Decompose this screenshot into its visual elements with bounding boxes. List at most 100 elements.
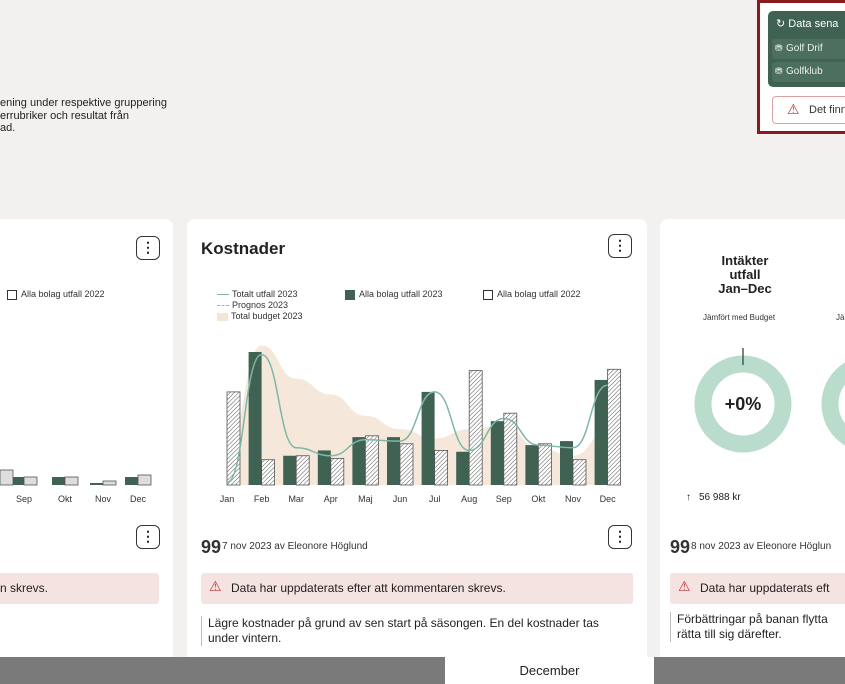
x-label: Dec <box>129 494 147 504</box>
kpi-percent: +0% <box>724 394 762 414</box>
x-label: Jul <box>428 494 441 504</box>
comment-alert: ⚠ Data har uppdaterats efter att kommenta… <box>201 573 633 604</box>
bar-2023 <box>525 445 539 485</box>
x-label: Aug <box>461 494 478 504</box>
bar-2023 <box>490 421 504 485</box>
total-line <box>226 353 608 484</box>
checkbox-icon <box>7 289 17 300</box>
bar-2023 <box>248 352 262 485</box>
x-label: Feb <box>253 494 270 504</box>
x-label: Apr <box>323 494 338 504</box>
status-warning[interactable]: ⚠ Det finn <box>772 96 845 124</box>
comment-menu-button[interactable]: ⋮ <box>136 525 160 549</box>
bar-2023 <box>456 451 470 485</box>
bar-2022 <box>102 480 117 486</box>
x-label: Sep <box>15 494 33 504</box>
left-chart-card: ⋮ Alla bolag utfall 2022 Sep Okt Nov Dec… <box>0 219 173 669</box>
x-label: Sep <box>495 494 512 504</box>
kpi-subtitle: Jämfört med Budget <box>703 313 776 322</box>
legend-total-utfall[interactable]: Totalt utfall 2023 <box>217 289 303 300</box>
data-status-title[interactable]: ↻ Data sena <box>776 18 839 30</box>
left-chart <box>0 469 152 486</box>
card-menu-button[interactable]: ⋮ <box>608 234 632 258</box>
bar-2022 <box>23 476 38 486</box>
data-status-panel: ↻ Data sena ⛃ Golf Drif ⛃ Golfklub ⚠ Det fi… <box>757 0 845 134</box>
bar-2023 <box>594 379 608 485</box>
bar-2022 <box>572 459 587 486</box>
refresh-icon: ↻ <box>776 18 786 30</box>
area-swatch <box>217 312 228 321</box>
kpi-amount: ↑ 56 988 kr <box>686 492 741 503</box>
checkbox-icon <box>483 289 493 300</box>
bar-2022 <box>330 457 345 486</box>
bar-2023 <box>317 450 331 485</box>
bar-2022 <box>537 443 552 486</box>
bar-2022 <box>226 391 241 486</box>
bottom-scroll-bar <box>0 657 845 684</box>
checkbox-checked-icon <box>345 289 355 300</box>
line-swatch <box>217 294 229 296</box>
month-tab[interactable]: December <box>445 657 654 684</box>
card-title: Kostnader <box>201 239 286 258</box>
bar-2022 <box>364 435 379 486</box>
bar-2023 <box>125 477 138 485</box>
comment-text: Förbättringar på banan flytta rätta till… <box>670 612 845 642</box>
warning-icon: ⚠ <box>787 101 800 117</box>
kpi-subtitle-2: Jä <box>836 313 845 322</box>
bar-2022 <box>64 476 79 486</box>
bar-2023 <box>52 477 65 485</box>
comment-text: Lägre kostnader på grund av sen start på… <box>201 616 633 646</box>
bar-2022 <box>468 370 483 486</box>
x-label: Dec <box>599 494 616 504</box>
x-label: Maj <box>358 494 373 504</box>
bar-2023 <box>560 441 573 485</box>
comment-menu-button[interactable]: ⋮ <box>608 525 632 549</box>
bar-2022 <box>261 459 275 486</box>
bar-2022 <box>399 443 414 486</box>
revenue-kpi-card: Intäkter utfall Jan–Dec Jämfört med Budg… <box>660 219 845 669</box>
x-label: Nov <box>564 494 582 504</box>
bar-2022 <box>434 450 449 486</box>
status-row-golfklubb: ⛃ Golfklub <box>772 62 845 82</box>
dash-swatch <box>217 305 229 307</box>
bar-2023 <box>352 437 366 485</box>
cost-x-axis: Jan Feb Mar Apr Maj Jun Jul Aug Sep Okt Nov Dec <box>187 494 647 506</box>
arrow-up-icon: ↑ <box>686 492 691 503</box>
legend-lines: Totalt utfall 2023 Prognos 2023 Total bu… <box>217 289 303 322</box>
left-x-axis: Sep Okt Nov Dec <box>0 494 173 506</box>
kpi-title: Intäkter utfall Jan–Dec <box>718 253 772 296</box>
x-label: Jun <box>392 494 408 504</box>
donut-ring-2 <box>821 362 845 446</box>
coins-icon: ⛃ <box>775 66 783 76</box>
bar-2022 <box>0 469 14 486</box>
bar-2023 <box>283 455 297 485</box>
legend-alla-bolag-2022[interactable]: Alla bolag utfall 2022 <box>483 289 581 300</box>
comment-meta: 998 nov 2023 av Eleonore Höglun <box>670 537 832 557</box>
comment-meta: 997 nov 2023 av Eleonore Höglund <box>201 537 368 557</box>
x-label: Nov <box>94 494 112 504</box>
kpi-donut-chart <box>694 348 845 453</box>
warning-icon: ⚠ <box>209 578 222 594</box>
x-label: Jan <box>219 494 235 504</box>
cost-chart-card: Kostnader ⋮ Totalt utfall 2023 Prognos 2… <box>187 219 647 669</box>
legend-prognos[interactable]: Prognos 2023 <box>217 300 303 311</box>
data-status-box: ↻ Data sena ⛃ Golf Drif ⛃ Golfklub <box>768 11 845 87</box>
status-row-golf-drift: ⛃ Golf Drif <box>772 39 845 59</box>
bar-2022 <box>295 455 310 486</box>
x-label: Okt <box>531 494 546 504</box>
bar-2023 <box>90 483 103 485</box>
card-menu-button[interactable]: ⋮ <box>136 236 160 260</box>
legend-budget[interactable]: Total budget 2023 <box>217 311 303 322</box>
bar-2023 <box>11 477 24 485</box>
legend-alla-bolag-2023[interactable]: Alla bolag utfall 2023 <box>345 289 443 300</box>
bar-2022 <box>503 412 518 486</box>
bar-2023 <box>421 391 435 485</box>
comment-alert: ⚠ Data har uppdaterats eft <box>670 573 845 604</box>
comment-alert: n skrevs. <box>0 573 159 604</box>
quote-icon: 99 <box>201 537 222 557</box>
quote-icon: 99 <box>670 537 691 557</box>
warning-icon: ⚠ <box>678 578 691 594</box>
bar-2022 <box>607 368 622 486</box>
legend-alla-bolag-2022[interactable]: Alla bolag utfall 2022 <box>7 289 105 300</box>
x-label: Mar <box>288 494 304 504</box>
